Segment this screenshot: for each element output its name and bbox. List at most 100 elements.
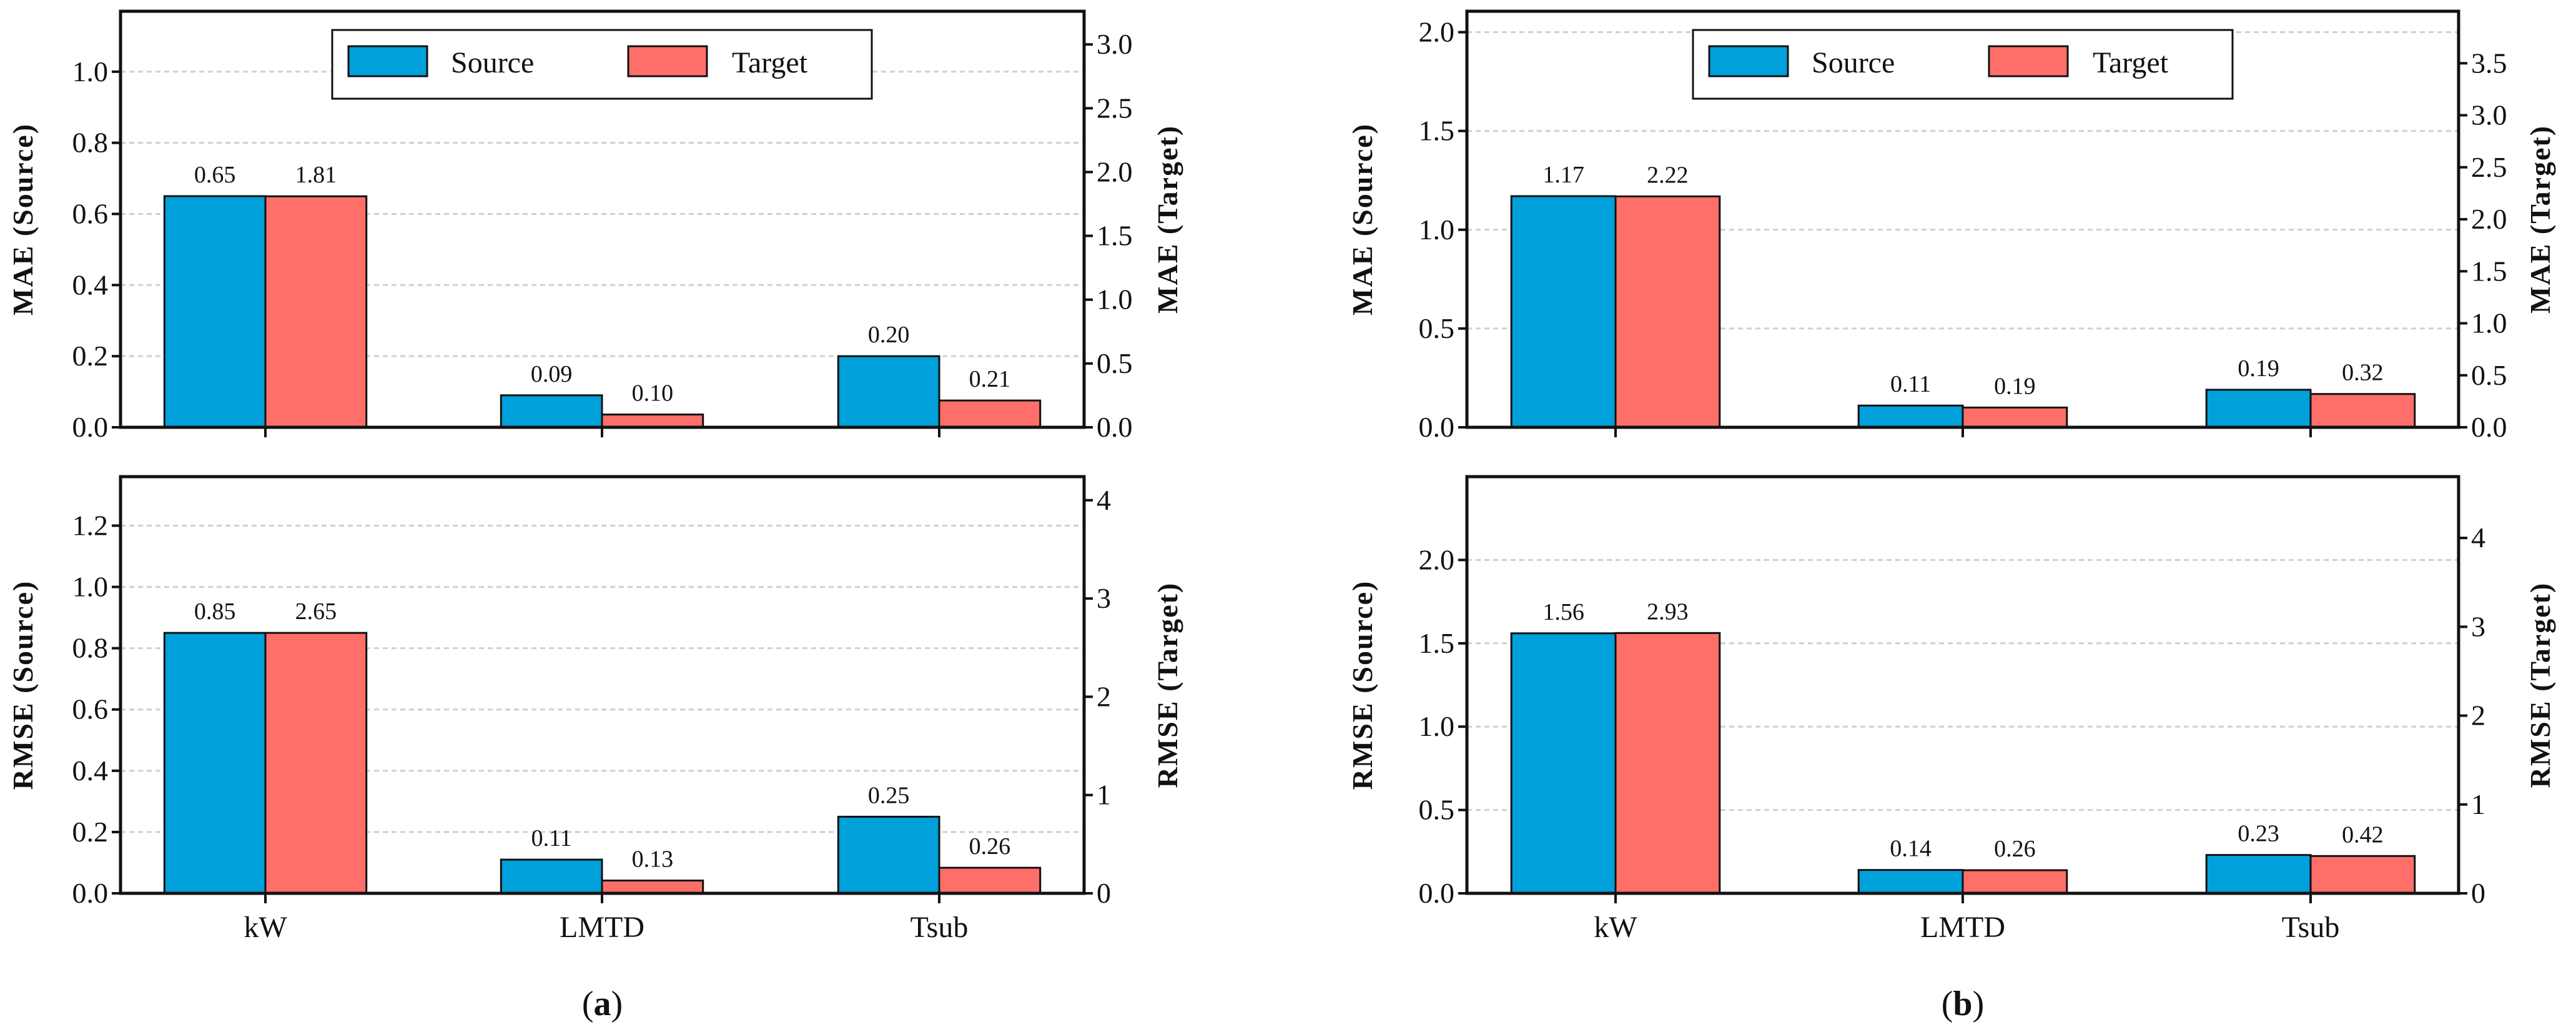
bar-target-tsub [2309,855,2416,895]
bar-source-tsub [2205,854,2312,895]
bar-value-label: 0.85 [194,598,236,625]
bar-value-label: 0.11 [531,825,572,851]
x-tick-label: LMTD [1920,911,2005,944]
bar-value-label: 0.21 [969,366,1011,392]
bar-value-label: 0.23 [2238,821,2279,847]
y-tick-label: 1.0 [1419,214,1455,246]
y-tick-label: 0.0 [1419,411,1455,443]
panel-label-b: (b) [1942,985,1984,1023]
bar-source-tsub [837,355,940,429]
y2-tick-label: 4 [1097,484,1111,516]
bar-value-label: 0.26 [1994,836,2036,862]
y2-tick-label: 3 [1097,582,1111,614]
bar-target-lmtd [601,414,704,429]
y-tick-label: 0.0 [1419,877,1455,909]
subplot-a-mae: 0.0 0.2 0.4 0.6 0.8 1.0 0.0 0.5 1.0 1.5 2.0 2.5 3.0 0… [7,9,1183,443]
bar-value-label: 0.19 [1994,373,2036,399]
subplot-a-rmse: 0.0 0.2 0.4 0.6 0.8 1.0 1.2 0 1 2 3 4 0.85 0.11 0.25 2.… [7,475,1183,944]
bar-target-tsub [2309,393,2416,429]
bar-target-tsub [938,866,1042,895]
y-tick-label: 0.2 [72,816,109,848]
y-axis-label: RMSE (Source) [1346,580,1378,790]
bar-value-label: 0.13 [632,846,674,873]
y-tick-label: 1.0 [72,56,109,87]
y2-tick-label: 3.0 [2471,99,2507,131]
panel-letter: a [594,985,611,1023]
bar-value-label: 0.09 [531,361,573,387]
y2-axis-label: RMSE (Target) [1152,582,1183,788]
y-axis-label: RMSE (Source) [7,580,39,790]
bar-source-lmtd [500,394,603,429]
bar-source-lmtd [1857,404,1964,429]
bar-source-tsub [2205,389,2312,429]
bar-source-lmtd [1857,869,1964,895]
subplot-b-rmse: 0.0 0.5 1.0 1.5 2.0 0 1 2 3 4 1.56 0.14 0.23 2.93 0.26… [1346,475,2556,944]
bar-source-kw [1510,195,1617,429]
legend-swatch-source [1708,45,1789,77]
bar-value-label: 2.93 [1647,598,1689,625]
bar-target-tsub [938,399,1042,429]
bar-target-lmtd [1962,869,2068,895]
subplot-b-mae: 0.0 0.5 1.0 1.5 2.0 0.0 0.5 1.0 1.5 2.0 2.5 3.0 3.5 1… [1346,9,2556,443]
x-tick-label: Tsub [2282,911,2340,944]
y2-tick-label: 0.0 [1097,411,1133,443]
bar-target-kw [1614,195,1721,429]
bar-source-kw [163,632,267,895]
y2-tick-label: 0 [2471,877,2485,909]
y2-tick-label: 3.5 [2471,47,2507,79]
y-tick-label: 1.2 [72,509,109,541]
panel-label-a: (a) [582,985,623,1023]
bar-value-label: 0.32 [2342,360,2384,386]
y2-axis-label: MAE (Target) [1152,125,1183,314]
y2-tick-label: 2 [2471,700,2485,732]
y-tick-label: 0.4 [72,269,109,300]
legend-label-source: Source [1812,46,1895,79]
bar-value-label: 2.22 [1647,162,1689,188]
legend-label-target: Target [732,46,808,79]
bar-value-label: 1.56 [1542,599,1584,625]
y2-tick-label: 0.5 [2471,359,2507,391]
panel-letter: b [1953,985,1972,1023]
bar-target-lmtd [1962,406,2068,429]
bar-value-label: 0.20 [868,322,910,348]
y-tick-label: 2.0 [1419,543,1455,575]
y2-tick-label: 1.0 [1097,284,1133,315]
y-axis-label: MAE (Source) [1346,123,1378,315]
y-tick-label: 0.5 [1419,794,1455,826]
bar-target-kw [264,632,368,895]
y2-tick-label: 4 [2471,522,2485,553]
bar-value-label: 0.11 [1890,371,1931,397]
x-tick-label: kW [1594,911,1637,944]
y2-tick-label: 2.0 [1097,156,1133,187]
y2-tick-label: 0.0 [2471,411,2507,443]
bar-target-kw [1614,632,1721,895]
y2-tick-label: 1.5 [1097,220,1133,252]
y-tick-label: 1.5 [1419,627,1455,659]
x-tick-label: kW [244,911,287,944]
bar-value-label: 0.19 [2238,355,2279,382]
bar-value-label: 1.81 [295,162,337,188]
y2-tick-label: 2.0 [2471,203,2507,235]
y2-tick-label: 0 [1097,877,1111,909]
bar-value-label: 1.17 [1542,162,1584,188]
y2-tick-label: 2.5 [1097,92,1133,124]
y-tick-label: 0.8 [72,127,109,159]
bar-source-lmtd [500,858,603,895]
y2-tick-label: 1 [1097,779,1111,811]
bar-value-label: 0.65 [194,162,236,188]
y-tick-label: 2.0 [1419,16,1455,48]
y-tick-label: 0.8 [72,632,109,664]
y-tick-label: 1.5 [1419,115,1455,147]
y-tick-label: 0.6 [72,197,109,229]
bar-value-label: 0.26 [969,833,1011,860]
y2-tick-label: 1.5 [2471,255,2507,287]
y2-tick-label: 3 [2471,610,2485,642]
y2-tick-label: 0.5 [1097,347,1133,379]
legend-label-target: Target [2093,46,2169,79]
bar-value-label: 0.25 [868,782,910,808]
legend-label-source: Source [451,46,534,79]
y-tick-label: 0.6 [72,693,109,725]
y-tick-label: 1.0 [72,571,109,603]
bar-source-kw [1510,632,1617,895]
